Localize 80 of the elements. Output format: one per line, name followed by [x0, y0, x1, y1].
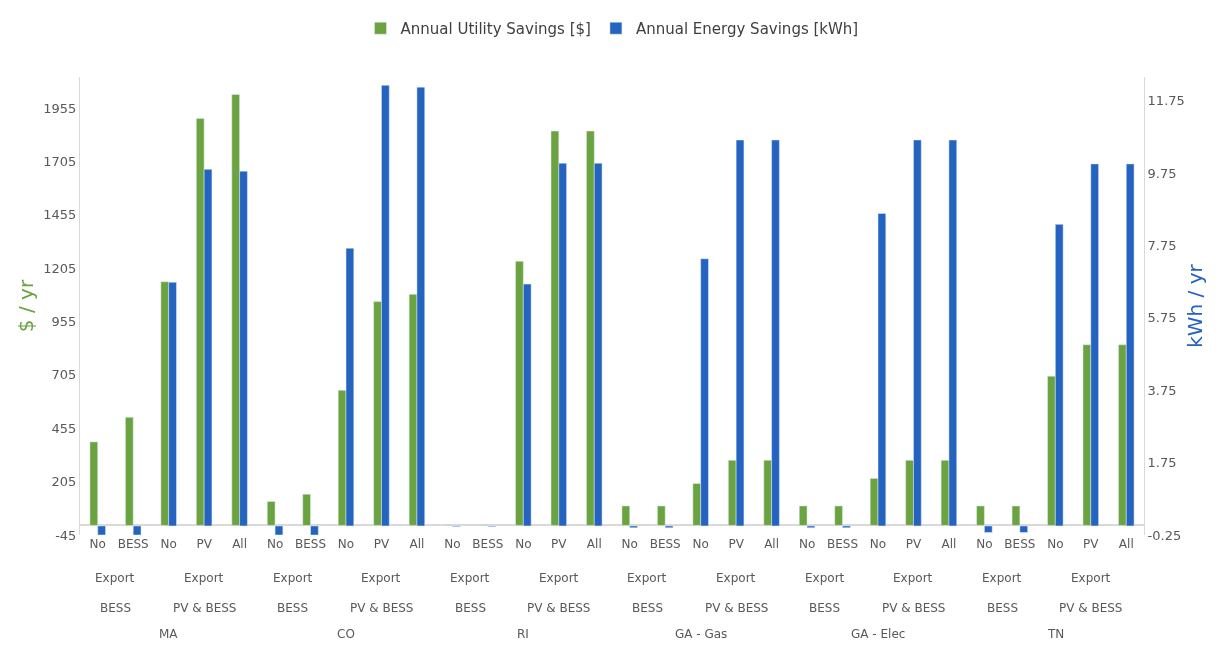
text: BESS — [809, 601, 841, 615]
x-tick-label: BESS — [295, 537, 327, 551]
x-tick-label: BESS — [117, 537, 149, 551]
text: Export — [982, 571, 1022, 585]
x-tick-label: No — [444, 537, 461, 551]
y2-tick-label: 5.75 — [1147, 310, 1177, 326]
text: BESS — [277, 601, 309, 615]
legend-label: Annual Energy Savings [kWh] — [635, 20, 859, 39]
y2-tick-label: 11.75 — [1147, 93, 1185, 109]
x-tick-label: All — [586, 537, 602, 551]
text: PV & BESS — [705, 601, 769, 615]
y-tick-label: -45 — [55, 527, 77, 543]
text: Export — [805, 571, 845, 585]
x-tick-label: No — [337, 537, 355, 551]
y2-tick-label: -0.25 — [1147, 527, 1182, 543]
text: BESS — [632, 601, 664, 615]
x-tick-label: All — [764, 537, 780, 551]
y-tick-label: 705 — [51, 367, 77, 383]
x-tick-label: PV — [196, 537, 213, 551]
y2-tick-label: 3.75 — [1147, 382, 1177, 398]
x-tick-label: No — [976, 537, 993, 551]
y2-tick-label: 1.75 — [1147, 455, 1177, 471]
x-tick-label: No — [89, 537, 106, 551]
x-tick-label: All — [941, 537, 957, 551]
x-tick-label: No — [1047, 537, 1064, 551]
text: Export — [450, 571, 490, 585]
text: BESS — [455, 601, 487, 615]
text: Export — [539, 571, 579, 585]
text: PV & BESS — [882, 601, 946, 615]
x-tick-label: PV — [1083, 537, 1100, 551]
y-axis-title: $ / yr — [13, 279, 38, 333]
text: BESS — [987, 601, 1019, 615]
y2-tick-label: 9.75 — [1147, 165, 1177, 181]
y-tick-label: 205 — [51, 474, 77, 490]
text: RI — [517, 627, 529, 641]
text: Export — [627, 571, 667, 585]
x-tick-label: All — [232, 537, 248, 551]
y-tick-label: 1705 — [43, 153, 77, 169]
y-tick-label: 1455 — [43, 207, 77, 223]
x-tick-label: No — [160, 537, 177, 551]
text: CO — [337, 627, 355, 641]
x-tick-label: PV — [551, 537, 568, 551]
y-tick-label: 1955 — [43, 100, 77, 116]
text: PV & BESS — [173, 601, 237, 615]
text: Export — [716, 571, 756, 585]
text: Export — [361, 571, 401, 585]
x-tick-label: All — [409, 537, 425, 551]
x-tick-label: No — [266, 537, 284, 551]
text: PV & BESS — [1059, 601, 1123, 615]
text: Export — [184, 571, 224, 585]
x-tick-label: PV — [905, 537, 922, 551]
y-tick-label: 955 — [51, 314, 77, 330]
text: PV & BESS — [350, 601, 414, 615]
y-tick-label: 1205 — [43, 260, 77, 276]
x-tick-label: No — [515, 537, 532, 551]
x-tick-label: BESS — [827, 537, 859, 551]
y2-axis-title: kWh / yr — [1183, 263, 1208, 348]
text: GA - Gas — [675, 627, 728, 641]
x-tick-label: No — [798, 537, 816, 551]
text: Export — [893, 571, 933, 585]
y2-tick-label: 7.75 — [1147, 237, 1177, 253]
text: Export — [1071, 571, 1111, 585]
x-tick-label: All — [1118, 537, 1134, 551]
x-tick-label: No — [621, 537, 638, 551]
x-tick-label: No — [869, 537, 887, 551]
text: Export — [273, 571, 313, 585]
text: Export — [95, 571, 135, 585]
legend-label: Annual Utility Savings [$] — [400, 20, 591, 39]
text: PV & BESS — [527, 601, 591, 615]
x-tick-label: BESS — [1004, 537, 1036, 551]
text: MA — [159, 627, 179, 641]
x-tick-label: PV — [373, 537, 390, 551]
y-tick-label: 455 — [51, 420, 77, 436]
text: GA - Elec — [851, 627, 906, 641]
text: BESS — [100, 601, 132, 615]
x-tick-label: PV — [728, 537, 745, 551]
x-tick-label: BESS — [472, 537, 504, 551]
x-tick-label: No — [692, 537, 709, 551]
text: TN — [1047, 627, 1065, 641]
x-tick-label: BESS — [649, 537, 681, 551]
